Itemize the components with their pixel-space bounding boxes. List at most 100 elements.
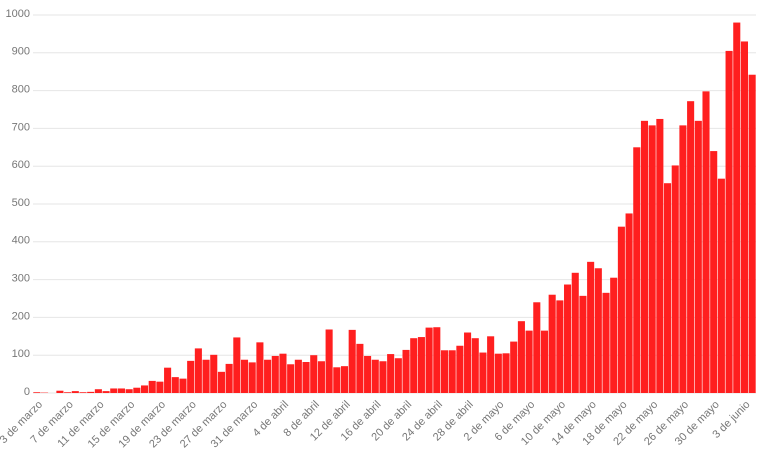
bar	[348, 329, 356, 393]
bar	[202, 359, 210, 393]
bar	[94, 389, 102, 393]
bar	[325, 329, 333, 393]
bar	[456, 345, 464, 393]
bar	[564, 284, 572, 393]
bar	[356, 343, 364, 393]
bar	[210, 354, 218, 393]
y-tick-label: 400	[12, 235, 30, 247]
y-tick-label: 600	[12, 159, 30, 171]
bar	[417, 337, 425, 393]
bar	[571, 272, 579, 393]
bar	[371, 359, 379, 393]
bar	[279, 353, 287, 393]
bar	[194, 348, 202, 393]
bar	[225, 363, 233, 393]
bar	[379, 361, 387, 393]
bar	[471, 338, 479, 393]
bar	[525, 330, 533, 393]
bar	[140, 385, 149, 393]
bar	[679, 125, 687, 393]
bar	[217, 371, 225, 393]
bar	[502, 353, 510, 393]
bar	[164, 367, 172, 393]
bar	[617, 226, 625, 393]
bar	[310, 355, 318, 393]
bar	[625, 213, 633, 393]
bar	[602, 292, 610, 393]
bar	[648, 125, 656, 393]
bar	[156, 381, 164, 393]
bar	[33, 392, 41, 393]
bar	[148, 380, 156, 393]
bar	[248, 362, 256, 393]
bar	[556, 300, 564, 393]
y-tick-label: 300	[12, 273, 30, 285]
bar	[294, 359, 302, 393]
bar	[56, 390, 64, 393]
bar	[640, 120, 649, 393]
bar	[540, 330, 549, 393]
bar	[510, 341, 518, 393]
bar	[179, 378, 187, 393]
bar	[579, 295, 587, 393]
bar	[717, 178, 725, 393]
bar	[610, 277, 618, 393]
bar	[287, 364, 295, 393]
bar	[410, 338, 418, 393]
bar	[117, 388, 125, 393]
bar	[402, 349, 410, 393]
bar	[479, 352, 487, 393]
bar	[87, 391, 95, 393]
bar	[464, 332, 472, 393]
bar	[133, 387, 141, 393]
bar	[740, 41, 749, 394]
bar	[271, 355, 279, 393]
bar	[264, 359, 272, 393]
y-tick-label: 1000	[6, 8, 30, 20]
bar	[487, 336, 495, 393]
bar	[387, 354, 395, 393]
bar	[587, 261, 595, 393]
bar	[656, 118, 664, 393]
bar	[64, 392, 72, 393]
bar	[433, 327, 441, 393]
bar	[171, 377, 179, 393]
y-tick-label: 700	[12, 121, 30, 133]
bar	[79, 392, 87, 393]
bar	[533, 302, 541, 393]
bar	[702, 91, 710, 393]
bar	[233, 337, 241, 393]
bar	[517, 321, 525, 393]
bar	[125, 389, 133, 393]
bar	[671, 165, 679, 393]
y-tick-label: 800	[12, 84, 30, 96]
bar	[548, 294, 556, 393]
bar	[340, 366, 349, 393]
bar	[425, 327, 433, 393]
bar	[633, 147, 641, 393]
bar	[664, 183, 672, 393]
y-tick-label: 100	[12, 348, 30, 360]
bar	[594, 268, 602, 393]
bar	[448, 350, 456, 393]
bar	[364, 355, 372, 393]
bar	[110, 388, 118, 393]
bar	[725, 50, 733, 393]
bar	[710, 151, 718, 393]
bar	[687, 101, 695, 394]
y-tick-label: 900	[12, 46, 30, 58]
y-tick-label: 500	[12, 197, 30, 209]
y-tick-label: 0	[24, 386, 30, 398]
bar	[333, 367, 341, 393]
bar	[302, 362, 310, 393]
y-tick-label: 200	[12, 310, 30, 322]
bar	[317, 361, 325, 393]
bar	[494, 353, 502, 393]
bar	[394, 358, 402, 393]
bar	[71, 391, 79, 393]
bar	[440, 350, 449, 393]
bar	[733, 22, 741, 394]
bar	[694, 120, 702, 393]
bar	[102, 391, 110, 393]
